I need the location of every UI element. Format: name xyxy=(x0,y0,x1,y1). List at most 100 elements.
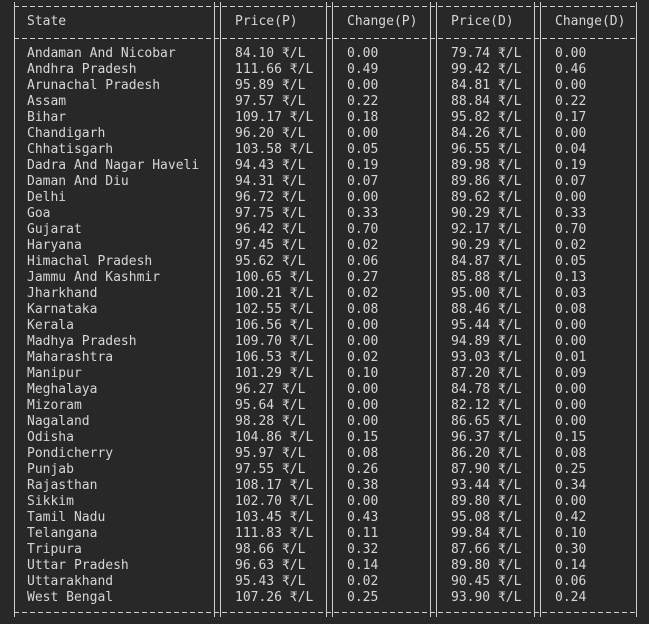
table-cell: 0.00 xyxy=(555,398,587,413)
table-cell: 89.80 ₹/L xyxy=(451,558,522,573)
table-cell: 99.84 ₹/L xyxy=(451,526,522,541)
table-cell: 89.86 ₹/L xyxy=(451,174,522,189)
table-cell: 106.53 ₹/L xyxy=(235,350,314,365)
table-cell: 84.10 ₹/L xyxy=(235,46,306,61)
table-cell: Nagaland xyxy=(27,414,90,429)
table-cell: Bihar xyxy=(27,110,67,125)
table-cell: Sikkim xyxy=(27,494,74,509)
table-cell: 95.43 ₹/L xyxy=(235,574,306,589)
table-cell: 0.00 xyxy=(347,78,379,93)
table-cell: 0.02 xyxy=(347,574,379,589)
table-cell: 95.97 ₹/L xyxy=(235,446,306,461)
table-cell: 104.86 ₹/L xyxy=(235,430,314,445)
table-cell: 97.45 ₹/L xyxy=(235,238,306,253)
table-cell: 96.20 ₹/L xyxy=(235,126,306,141)
table-cell: 0.00 xyxy=(555,78,587,93)
table-cell: 0.02 xyxy=(347,238,379,253)
table-cell: West Bengal xyxy=(27,590,114,605)
table-cell: 97.57 ₹/L xyxy=(235,94,306,109)
column-dividers xyxy=(14,2,637,617)
table-cell: Maharashtra xyxy=(27,350,114,365)
table-cell: 0.15 xyxy=(555,430,587,445)
table-cell: 111.83 ₹/L xyxy=(235,526,314,541)
table-cell: 98.28 ₹/L xyxy=(235,414,306,429)
table-cell: 0.02 xyxy=(555,238,587,253)
table-cell: 95.00 ₹/L xyxy=(451,286,522,301)
table-cell: Daman And Diu xyxy=(27,174,129,189)
table-cell: 0.03 xyxy=(555,286,587,301)
table-cell: Mizoram xyxy=(27,398,82,413)
table-cell: 0.27 xyxy=(347,270,379,285)
table-cell: 93.44 ₹/L xyxy=(451,478,522,493)
table-cell: 0.11 xyxy=(347,526,379,541)
table-cell: 96.37 ₹/L xyxy=(451,430,522,445)
table-cell: Goa xyxy=(27,206,51,221)
table-cell: 0.10 xyxy=(555,526,587,541)
table-cell: 85.88 ₹/L xyxy=(451,270,522,285)
table-cell: 94.43 ₹/L xyxy=(235,158,306,173)
table-cell: 86.20 ₹/L xyxy=(451,446,522,461)
table-cell: 96.63 ₹/L xyxy=(235,558,306,573)
table-cell: 111.66 ₹/L xyxy=(235,62,314,77)
table-cell: 0.18 xyxy=(347,110,379,125)
table-cell: 93.90 ₹/L xyxy=(451,590,522,605)
table-cell: 88.46 ₹/L xyxy=(451,302,522,317)
table-cell: Dadra And Nagar Haveli xyxy=(27,158,200,173)
table-cell: 95.08 ₹/L xyxy=(451,510,522,525)
table-cell: 95.64 ₹/L xyxy=(235,398,306,413)
table-cell: 0.46 xyxy=(555,62,587,77)
header-cell: Price(P) xyxy=(235,14,298,29)
table-cell: 0.33 xyxy=(347,206,379,221)
table-cell: 0.22 xyxy=(347,94,379,109)
table-cell: 107.26 ₹/L xyxy=(235,590,314,605)
table-cell: 0.02 xyxy=(347,286,379,301)
table-cell: 0.00 xyxy=(555,126,587,141)
table-cell: Odisha xyxy=(27,430,74,445)
table-cell: 0.00 xyxy=(347,414,379,429)
table-cell: 0.08 xyxy=(347,446,379,461)
table-cell: Andaman And Nicobar xyxy=(27,46,176,61)
table-cell: 88.84 ₹/L xyxy=(451,94,522,109)
table-cell: 89.62 ₹/L xyxy=(451,190,522,205)
table-cell: 0.00 xyxy=(555,382,587,397)
table-cell: 0.09 xyxy=(555,366,587,381)
table-cell: 103.45 ₹/L xyxy=(235,510,314,525)
table-cell: 87.66 ₹/L xyxy=(451,542,522,557)
table-cell: 0.00 xyxy=(347,126,379,141)
table-cell: 84.81 ₹/L xyxy=(451,78,522,93)
table-cell: Telangana xyxy=(27,526,98,541)
table-cell: Punjab xyxy=(27,462,74,477)
table-cell: 0.30 xyxy=(555,542,587,557)
table-cell: 89.98 ₹/L xyxy=(451,158,522,173)
table-cell: 102.70 ₹/L xyxy=(235,494,314,509)
table-cell: 0.32 xyxy=(347,542,379,557)
table-cell: Haryana xyxy=(27,238,82,253)
table-cell: 84.87 ₹/L xyxy=(451,254,522,269)
table-cell: 0.42 xyxy=(555,510,587,525)
table-cell: 0.05 xyxy=(555,254,587,269)
table-cell: 0.00 xyxy=(347,398,379,413)
table-cell: Chandigarh xyxy=(27,126,106,141)
table-cell: 0.00 xyxy=(347,190,379,205)
table-cell: 97.75 ₹/L xyxy=(235,206,306,221)
table-cell: Uttarakhand xyxy=(27,574,114,589)
table-cell: 92.17 ₹/L xyxy=(451,222,522,237)
table-cell: 0.49 xyxy=(347,62,379,77)
table-cell: 0.34 xyxy=(555,478,587,493)
table-cell: 98.66 ₹/L xyxy=(235,542,306,557)
table-cell: 95.44 ₹/L xyxy=(451,318,522,333)
table-cell: 82.12 ₹/L xyxy=(451,398,522,413)
table-cell: Tamil Nadu xyxy=(27,510,106,525)
table-cell: 0.43 xyxy=(347,510,379,525)
table-cell: 103.58 ₹/L xyxy=(235,142,314,157)
table-cell: 0.33 xyxy=(555,206,587,221)
table-cell: 90.29 ₹/L xyxy=(451,238,522,253)
table-cell: 0.00 xyxy=(555,414,587,429)
table-cell: 87.20 ₹/L xyxy=(451,366,522,381)
table-cell: 0.70 xyxy=(347,222,379,237)
table-cell: 95.89 ₹/L xyxy=(235,78,306,93)
header-cell: Change(P) xyxy=(347,14,418,29)
table-cell: 100.65 ₹/L xyxy=(235,270,314,285)
